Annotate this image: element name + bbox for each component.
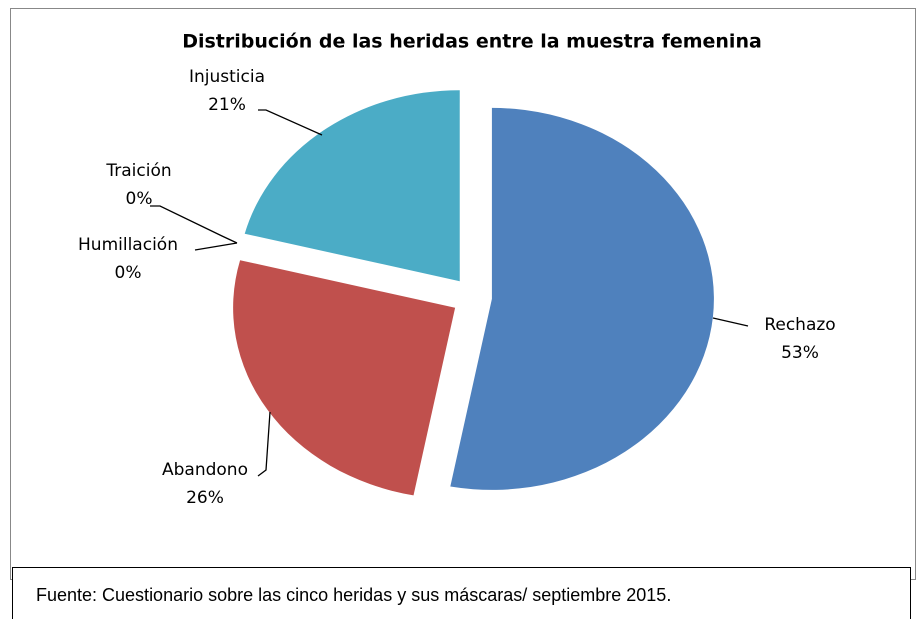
leader-line xyxy=(257,411,271,477)
slice-value-label: 0% xyxy=(126,189,153,209)
source: Fuente: Cuestionario sobre las cinco her… xyxy=(36,585,671,605)
pie-slice xyxy=(244,90,460,282)
pie-slice xyxy=(233,260,456,496)
slice-value-label: 53% xyxy=(781,343,819,363)
leader-line xyxy=(194,242,238,251)
chart-title: Distribución de las heridas entre la mue… xyxy=(182,31,762,53)
source-box xyxy=(12,567,911,619)
chart-border xyxy=(10,8,916,580)
slice-value-label: 21% xyxy=(208,95,246,115)
pie-slice xyxy=(450,107,714,490)
leader-line xyxy=(150,205,238,244)
leader-line xyxy=(712,317,749,327)
slice-label: Traición xyxy=(105,161,171,181)
leader-line xyxy=(258,109,323,136)
slice-label: Abandono xyxy=(162,460,248,480)
slice-label: Rechazo xyxy=(764,315,835,335)
slice-label: Injusticia xyxy=(189,67,265,87)
slice-value-label: 26% xyxy=(186,488,224,508)
slice-value-label: 0% xyxy=(115,263,142,283)
slice-label: Humillación xyxy=(78,235,178,255)
